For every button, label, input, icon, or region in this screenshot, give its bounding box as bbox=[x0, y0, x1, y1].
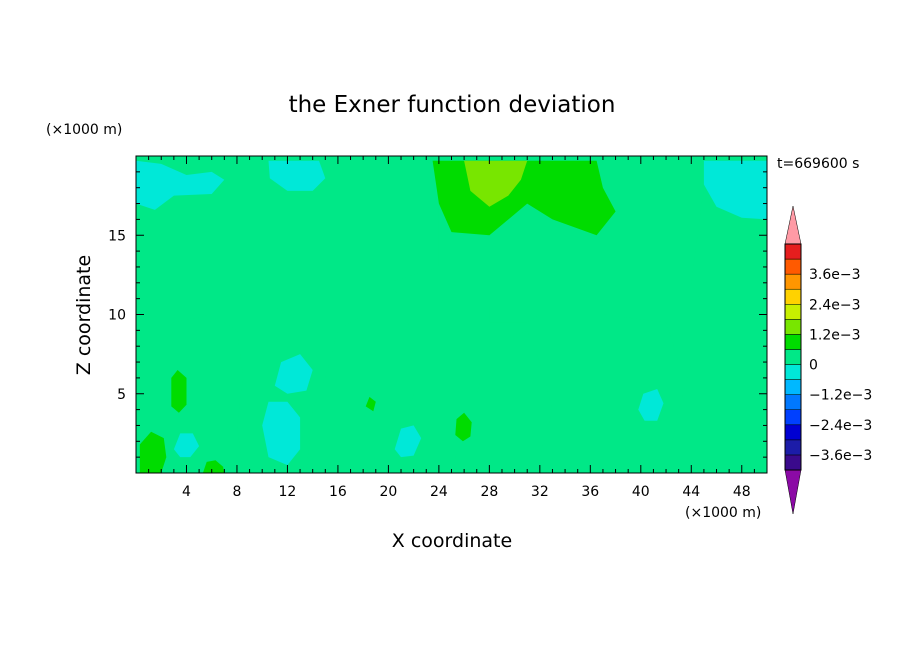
field-region-17 bbox=[274, 354, 313, 394]
x-axis-ticks: 4 8 12 16 20 24 28 32 36 40 44 48 bbox=[148, 156, 755, 500]
time-label: t=669600 s bbox=[777, 156, 859, 172]
colorbar-swatch bbox=[784, 409, 802, 426]
x-tick-label: 48 bbox=[733, 484, 751, 500]
x-unit-label: (×1000 m) bbox=[685, 505, 761, 521]
x-tick-label: 16 bbox=[329, 484, 347, 500]
field-region-1 bbox=[136, 314, 244, 473]
colorbar-frame bbox=[784, 243, 802, 471]
field-region-3 bbox=[451, 330, 553, 473]
colorbar-swatch bbox=[784, 439, 802, 456]
colorbar-swatch bbox=[784, 243, 802, 260]
field-region-4 bbox=[666, 330, 767, 473]
x-tick-label: 8 bbox=[232, 484, 241, 500]
x-tick-label: 36 bbox=[581, 484, 599, 500]
field-region-18 bbox=[394, 425, 422, 458]
colorbar-swatch bbox=[784, 288, 802, 305]
colorbar-swatch bbox=[784, 258, 802, 275]
field-region-5 bbox=[262, 270, 294, 318]
colorbar-swatch bbox=[784, 424, 802, 441]
field-region-20 bbox=[173, 433, 200, 458]
y-axis-label: Z coordinate bbox=[73, 255, 95, 375]
contour-field bbox=[136, 156, 767, 473]
field-region-19 bbox=[638, 389, 664, 421]
x-tick-label: 24 bbox=[430, 484, 448, 500]
colorbar-swatch bbox=[784, 394, 802, 410]
x-tick-label: 40 bbox=[632, 484, 650, 500]
colorbar-label: −1.2e−3 bbox=[809, 388, 872, 404]
colorbar-label: −2.4e−3 bbox=[809, 418, 872, 434]
x-tick-label: 12 bbox=[279, 484, 297, 500]
y-unit-label: (×1000 m) bbox=[46, 122, 122, 138]
field-region-16 bbox=[262, 401, 301, 466]
field-region-11 bbox=[455, 412, 472, 442]
field-region-14 bbox=[268, 160, 326, 191]
y-tick-label: 10 bbox=[108, 308, 126, 324]
colorbar-swatch bbox=[784, 454, 802, 471]
x-tick-label: 4 bbox=[182, 484, 191, 500]
field-region-15 bbox=[703, 160, 767, 220]
colorbar-swatch bbox=[784, 364, 802, 380]
colorbar-label: 3.6e−3 bbox=[809, 267, 861, 283]
colorbar-over-arrow bbox=[784, 205, 802, 245]
chart-title: the Exner function deviation bbox=[289, 92, 616, 118]
field-region-12 bbox=[365, 396, 376, 412]
x-tick-label: 44 bbox=[682, 484, 700, 500]
field-region-2 bbox=[306, 314, 414, 473]
y-axis-ticks: 5 10 15 bbox=[108, 171, 767, 458]
colorbar-label: 0 bbox=[809, 358, 818, 374]
colorbar-swatch bbox=[784, 334, 802, 350]
colorbar-swatch bbox=[784, 273, 802, 290]
colorbar-under-arrow bbox=[784, 469, 802, 515]
field-region-9 bbox=[171, 370, 187, 413]
x-tick-label: 32 bbox=[531, 484, 549, 500]
field-region-13 bbox=[136, 160, 225, 210]
field-region-7 bbox=[464, 160, 528, 207]
x-tick-label: 28 bbox=[480, 484, 498, 500]
colorbar-swatch bbox=[784, 379, 802, 395]
y-tick-label: 5 bbox=[117, 387, 126, 403]
colorbar-swatch bbox=[784, 304, 802, 320]
colorbar-label: −3.6e−3 bbox=[809, 448, 872, 464]
colorbar-label: 1.2e−3 bbox=[809, 327, 861, 343]
y-tick-label: 15 bbox=[108, 228, 126, 244]
field-region-8 bbox=[139, 431, 167, 473]
colorbar: 3.6e−3 2.4e−3 1.2e−3 0 −1.2e−3 −2.4e−3 −3.6e−3 bbox=[784, 205, 872, 515]
x-axis-label: X coordinate bbox=[392, 530, 512, 552]
field-region-10 bbox=[202, 460, 225, 473]
colorbar-swatch bbox=[784, 319, 802, 335]
colorbar-swatch bbox=[784, 349, 802, 365]
colorbar-label: 2.4e−3 bbox=[809, 297, 861, 313]
x-tick-label: 20 bbox=[379, 484, 397, 500]
